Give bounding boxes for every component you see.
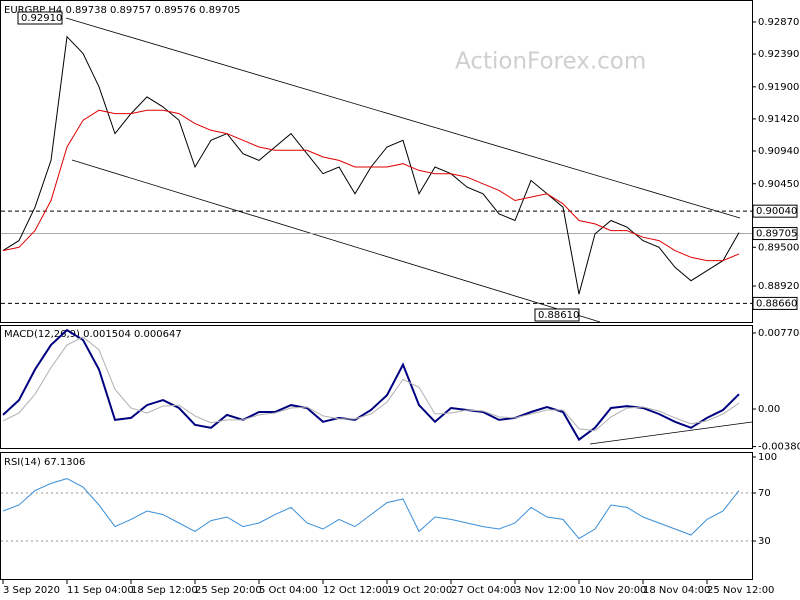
macd-title: MACD(12,26,9) 0.001504 0.000647 bbox=[4, 329, 182, 340]
y-tick-label: 0.92870 bbox=[758, 17, 799, 28]
x-tick-label: 5 Oct 04:00 bbox=[259, 585, 318, 596]
price-title: EURGBP,H4 0.89738 0.89757 0.89576 0.8970… bbox=[4, 5, 240, 16]
y-tick-label: 0.00 bbox=[758, 404, 780, 415]
series-line bbox=[2, 109, 740, 262]
y-tick-label: 0.91420 bbox=[758, 114, 799, 125]
x-tick-label: 3 Sep 2020 bbox=[3, 585, 60, 596]
x-tick-label: 11 Sep 04:00 bbox=[67, 585, 134, 596]
x-tick-label: 25 Nov 12:00 bbox=[707, 585, 774, 596]
y-tick-label: 0.88920 bbox=[758, 281, 799, 292]
x-tick-label: 12 Oct 12:00 bbox=[323, 585, 388, 596]
x-tick-label: 27 Oct 04:00 bbox=[451, 585, 516, 596]
y-tick-label: 0.90450 bbox=[758, 179, 799, 190]
y-tick-label: 0.007704 bbox=[758, 328, 800, 339]
x-tick-label: 19 Oct 20:00 bbox=[387, 585, 452, 596]
x-tick-label: 10 Nov 20:00 bbox=[579, 585, 646, 596]
series-line bbox=[2, 328, 740, 442]
annotation-box bbox=[17, 11, 63, 25]
annotation: 0.88610 bbox=[538, 310, 579, 321]
macd-trendline bbox=[589, 421, 753, 445]
x-tick-label: 18 Sep 12:00 bbox=[131, 585, 198, 596]
annotation: 0.92910 bbox=[21, 13, 62, 24]
y-tick-label: 0.92390 bbox=[758, 49, 799, 60]
price-label-box bbox=[752, 296, 798, 310]
x-tick-label: 25 Sep 20:00 bbox=[195, 585, 262, 596]
y-tick-label: -0.003804 bbox=[758, 442, 800, 453]
y-tick-label: 70 bbox=[758, 488, 771, 499]
macd-panel bbox=[0, 325, 753, 449]
channel-lower bbox=[71, 159, 601, 323]
watermark: ActionForex.com bbox=[455, 49, 646, 75]
price-label-box bbox=[752, 227, 798, 241]
y-tick-label: 0.90940 bbox=[758, 146, 799, 157]
y-tick-label: 100 bbox=[758, 452, 777, 463]
x-tick-label: 3 Nov 12:00 bbox=[515, 585, 576, 596]
price-panel bbox=[0, 0, 753, 323]
series-line bbox=[2, 336, 740, 432]
channel-upper bbox=[65, 17, 741, 219]
annotation-box bbox=[534, 308, 580, 322]
price-label: 0.89705 bbox=[756, 229, 797, 240]
rsi-title: RSI(14) 67.1306 bbox=[4, 457, 85, 468]
price-label-box bbox=[752, 204, 798, 218]
price-label: 0.88660 bbox=[756, 298, 797, 309]
x-tick-label: 18 Nov 04:00 bbox=[643, 585, 710, 596]
series-line bbox=[2, 478, 740, 540]
y-tick-label: 0.89500 bbox=[758, 242, 799, 253]
y-tick-label: 30 bbox=[758, 536, 771, 547]
rsi-panel bbox=[0, 452, 753, 580]
price-label: 0.90040 bbox=[756, 206, 797, 217]
series-line bbox=[2, 35, 740, 295]
y-tick-label: 0.91900 bbox=[758, 82, 799, 93]
